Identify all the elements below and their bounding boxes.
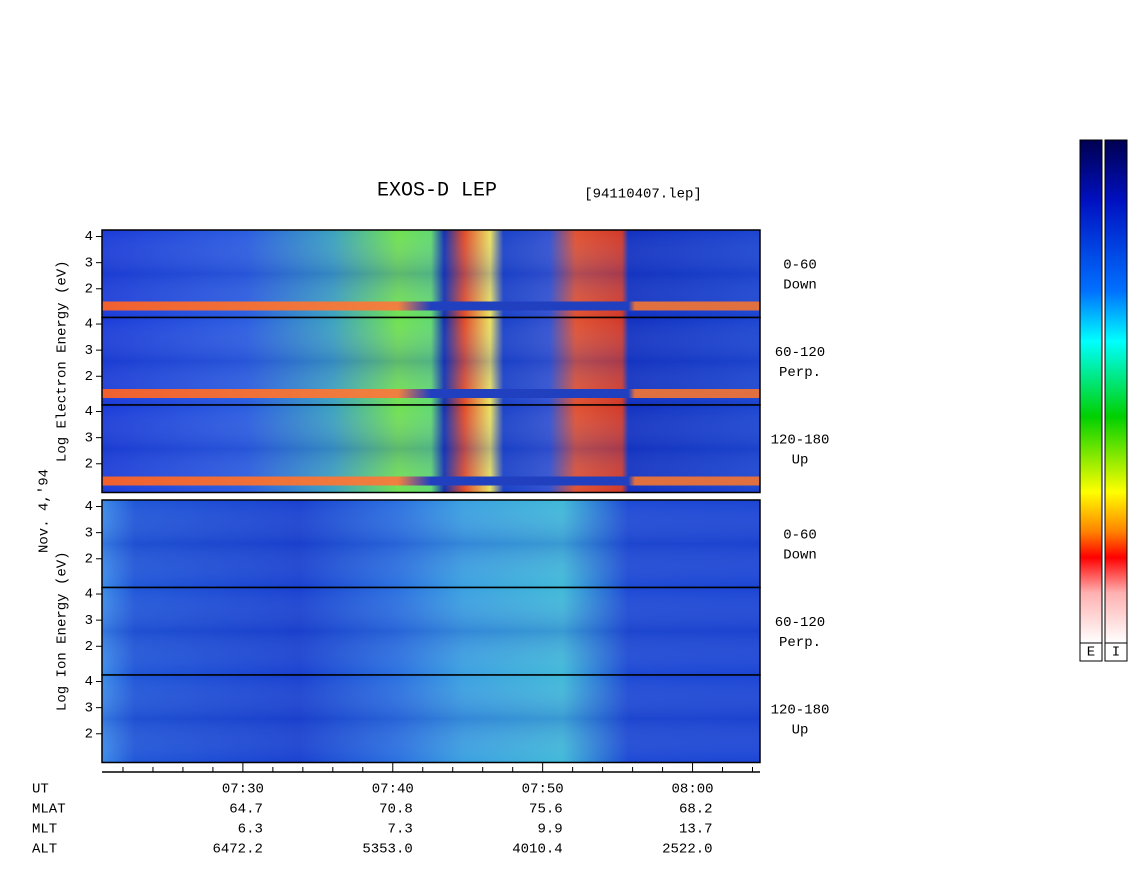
direction-label: Down bbox=[783, 548, 817, 564]
spectrogram-shade bbox=[102, 675, 760, 763]
y-tick-label: 2 bbox=[85, 281, 93, 297]
y-tick-label: 2 bbox=[85, 369, 93, 385]
panel-frame bbox=[101, 674, 761, 764]
x-row-value: 7.3 bbox=[388, 822, 413, 838]
y-tick-label: 3 bbox=[85, 430, 93, 446]
x-row-value: 6.3 bbox=[238, 822, 263, 838]
x-axis-label: UT bbox=[32, 782, 49, 798]
x-row-value: 2522.0 bbox=[662, 842, 712, 858]
spectrogram-band bbox=[102, 301, 760, 311]
colorbar-label: I bbox=[1112, 645, 1120, 661]
x-row-value: 6472.2 bbox=[212, 842, 262, 858]
panel-frame bbox=[101, 404, 761, 494]
x-tick-label: 08:00 bbox=[672, 782, 714, 798]
x-tick-label: 07:30 bbox=[222, 782, 264, 798]
y-tick-label: 4 bbox=[85, 587, 93, 603]
direction-label: Up bbox=[792, 723, 809, 739]
y-tick-label: 3 bbox=[85, 525, 93, 541]
angle-label: 120-180 bbox=[771, 703, 830, 719]
y-tick-label: 3 bbox=[85, 343, 93, 359]
colorbar-label: E bbox=[1087, 645, 1095, 661]
x-tick-label: 07:40 bbox=[372, 782, 414, 798]
direction-label: Up bbox=[792, 453, 809, 469]
x-row-name: MLAT bbox=[32, 802, 66, 818]
spectrogram-shade bbox=[102, 500, 760, 588]
chart-title: EXOS-D LEP bbox=[377, 179, 497, 202]
spectrogram-band bbox=[102, 389, 760, 398]
y-tick-label: 2 bbox=[85, 551, 93, 567]
direction-label: Perp. bbox=[779, 365, 821, 381]
x-row-value: 64.7 bbox=[229, 802, 263, 818]
colorbar-label-box bbox=[1104, 642, 1128, 662]
y-axis-label: Log Ion Energy (eV) bbox=[55, 551, 71, 711]
angle-label: 0-60 bbox=[783, 528, 817, 544]
y-tick-label: 2 bbox=[85, 639, 93, 655]
y-tick-label: 4 bbox=[85, 404, 93, 420]
y-tick-label: 3 bbox=[85, 255, 93, 271]
colorbar-label-box bbox=[1079, 642, 1103, 662]
x-tick-label: 07:50 bbox=[522, 782, 564, 798]
angle-label: 60-120 bbox=[775, 615, 825, 631]
x-row-name: ALT bbox=[32, 842, 57, 858]
angle-label: 120-180 bbox=[771, 433, 830, 449]
angle-label: 60-120 bbox=[775, 345, 825, 361]
file-name: [94110407.lep] bbox=[584, 187, 702, 203]
angle-label: 0-60 bbox=[783, 258, 817, 274]
colorbar bbox=[1104, 139, 1128, 644]
x-row-value: 13.7 bbox=[679, 822, 713, 838]
direction-label: Perp. bbox=[779, 635, 821, 651]
colorbar bbox=[1079, 139, 1103, 644]
y-tick-label: 4 bbox=[85, 674, 93, 690]
spectrogram-shade bbox=[102, 587, 760, 675]
y-tick-label: 2 bbox=[85, 726, 93, 742]
x-row-value: 4010.4 bbox=[512, 842, 562, 858]
x-row-value: 70.8 bbox=[379, 802, 413, 818]
date-label: Nov. 4,'94 bbox=[37, 469, 53, 553]
y-axis-label: Log Electron Energy (eV) bbox=[55, 260, 71, 462]
x-row-value: 75.6 bbox=[529, 802, 563, 818]
x-row-name: MLT bbox=[32, 822, 57, 838]
y-tick-label: 2 bbox=[85, 456, 93, 472]
x-row-value: 68.2 bbox=[679, 802, 713, 818]
spectrogram-band bbox=[102, 476, 760, 486]
y-tick-label: 4 bbox=[85, 499, 93, 515]
y-tick-label: 3 bbox=[85, 613, 93, 629]
direction-label: Down bbox=[783, 278, 817, 294]
x-row-value: 5353.0 bbox=[362, 842, 412, 858]
y-tick-label: 4 bbox=[85, 317, 93, 333]
y-tick-label: 4 bbox=[85, 229, 93, 245]
x-row-value: 9.9 bbox=[537, 822, 562, 838]
y-tick-label: 3 bbox=[85, 700, 93, 716]
